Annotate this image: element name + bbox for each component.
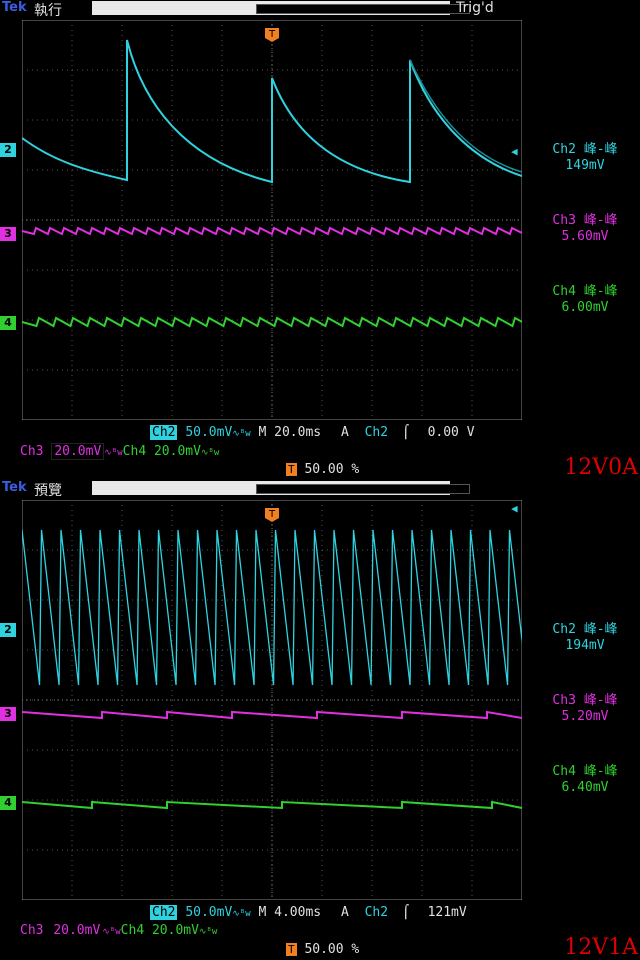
settings-row-2: Ch3 20.0mV ∿ᴮwCh4 20.0mV∿ᴮw [20, 923, 217, 938]
ch3-label[interactable]: Ch3 [20, 444, 44, 459]
trigger-position-readout: T 50.00 % [286, 462, 359, 477]
bandwidth-limit-icon: ∿ᴮw [232, 429, 251, 439]
ch2-scale: 50.0mV [185, 425, 233, 440]
ch2-waveform [22, 529, 522, 686]
trigger-position-readout: T 50.00 % [286, 942, 359, 957]
brand-logo: Tek [2, 0, 27, 15]
ch2-waveform [22, 39, 522, 184]
ch4-waveform [22, 316, 522, 328]
measurement-value: 149mV [565, 158, 605, 173]
settings-row-2: Ch3 20.0mV ∿ᴮwCh4 20.0mV∿ᴮw [20, 443, 219, 460]
measurement-label: Ch4 峰-峰 [552, 284, 618, 299]
measurement-ch3: Ch3 峰-峰 5.20mV [530, 693, 640, 725]
timebase: M 4.00ms [258, 905, 322, 920]
ch4-waveform [22, 800, 522, 810]
ch3-scale: 20.0mV [51, 443, 105, 460]
ch3-waveform [22, 710, 522, 720]
measurement-value: 6.00mV [561, 300, 609, 315]
trigger-icon: T [286, 943, 297, 956]
record-length-bar [92, 1, 470, 15]
trigger-channel: Ch2 [364, 425, 389, 440]
graticule: T [22, 500, 522, 900]
measurement-ch2: Ch2 峰-峰 194mV [530, 622, 640, 654]
measurement-label: Ch4 峰-峰 [552, 764, 618, 779]
measurement-value: 5.60mV [561, 229, 609, 244]
measurement-label: Ch2 峰-峰 [552, 142, 618, 157]
ch4-label[interactable]: Ch4 [120, 923, 145, 938]
trigger-position-value: 50.00 % [304, 942, 360, 957]
ch4-scale: 20.0mV [153, 444, 201, 459]
measurement-value: 5.20mV [561, 709, 609, 724]
trigger-position-marker: T [265, 28, 279, 42]
svg-text:T: T [268, 509, 276, 520]
brand-logo: Tek [2, 480, 27, 495]
ch4-label[interactable]: Ch4 [122, 444, 147, 459]
scope-screen-top: Tek 執行 Trig'd T 2 3 4 ◀ Ch2 峰-峰 149mV Ch… [0, 0, 640, 480]
ch2-offscreen-arrow-icon: ◀ [511, 502, 518, 515]
ch3-scale: 20.0mV [53, 923, 101, 938]
trigger-level: 0.00 V [427, 425, 475, 440]
timebase: M 20.0ms [258, 425, 322, 440]
acquisition-mode: 執行 [34, 3, 62, 19]
scope-screen-bottom: Tek 預覽 T 2 3 4 ◀ Ch2 峰-峰 194mV Ch3 峰-峰 5… [0, 480, 640, 960]
graticule: T [22, 20, 522, 420]
trigger-slope-rising-icon: ⌠ [401, 425, 410, 440]
ch4-ground-marker[interactable]: 4 [0, 796, 16, 810]
trigger-status: Trig'd [456, 0, 494, 16]
ch2-offscreen-arrow-icon: ◀ [511, 145, 518, 158]
bandwidth-limit-icon: ∿ᴮw [102, 927, 121, 937]
trigger-position-value: 50.00 % [304, 462, 360, 477]
measurement-label: Ch2 峰-峰 [552, 622, 618, 637]
trigger-icon: T [286, 463, 297, 476]
measurement-value: 194mV [565, 638, 605, 653]
measurement-ch2: Ch2 峰-峰 149mV [530, 142, 640, 174]
ch2-label[interactable]: Ch2 [150, 425, 178, 440]
measurement-ch4: Ch4 峰-峰 6.40mV [530, 764, 640, 796]
trigger-source-prefix: A [340, 425, 349, 440]
record-view-window [256, 4, 470, 14]
measurement-label: Ch3 峰-峰 [552, 213, 618, 228]
ch4-ground-marker[interactable]: 4 [0, 316, 16, 330]
ch4-scale: 20.0mV [151, 923, 199, 938]
ch3-label[interactable]: Ch3 [20, 923, 44, 938]
ch3-ground-marker[interactable]: 3 [0, 227, 16, 241]
trigger-level: 121mV [427, 905, 467, 920]
trigger-channel: Ch2 [364, 905, 389, 920]
caption-label: 12V0A [564, 455, 638, 480]
record-view-window [256, 484, 470, 494]
svg-text:T: T [268, 29, 276, 40]
status-bar: Tek 預覽 [0, 480, 640, 499]
record-length-bar [92, 481, 470, 495]
ch2-ground-marker[interactable]: 2 [0, 623, 16, 637]
measurement-ch4: Ch4 峰-峰 6.00mV [530, 284, 640, 316]
measurement-value: 6.40mV [561, 780, 609, 795]
ch2-ground-marker[interactable]: 2 [0, 143, 16, 157]
trigger-position-marker: T [265, 508, 279, 522]
bandwidth-limit-icon: ∿ᴮw [198, 927, 218, 937]
acquisition-mode: 預覽 [34, 483, 62, 499]
ch3-ground-marker[interactable]: 3 [0, 707, 16, 721]
trigger-source-prefix: A [340, 905, 349, 920]
bandwidth-limit-icon: ∿ᴮw [200, 448, 220, 458]
ch2-scale: 50.0mV [185, 905, 233, 920]
settings-row-1: Ch2 50.0mV∿ᴮw M 20.0ms A Ch2 ⌠ 0.00 V [150, 425, 475, 440]
measurement-ch3: Ch3 峰-峰 5.60mV [530, 213, 640, 245]
bandwidth-limit-icon: ∿ᴮw [232, 909, 251, 919]
bandwidth-limit-icon: ∿ᴮw [104, 448, 123, 458]
settings-row-1: Ch2 50.0mV∿ᴮw M 4.00ms A Ch2 ⌠ 121mV [150, 905, 467, 920]
caption-label: 12V1A [564, 935, 638, 960]
status-bar: Tek 執行 Trig'd [0, 0, 640, 19]
ch3-waveform [22, 226, 522, 236]
measurement-label: Ch3 峰-峰 [552, 693, 618, 708]
trigger-slope-rising-icon: ⌠ [401, 905, 410, 920]
ch2-label[interactable]: Ch2 [150, 905, 178, 920]
